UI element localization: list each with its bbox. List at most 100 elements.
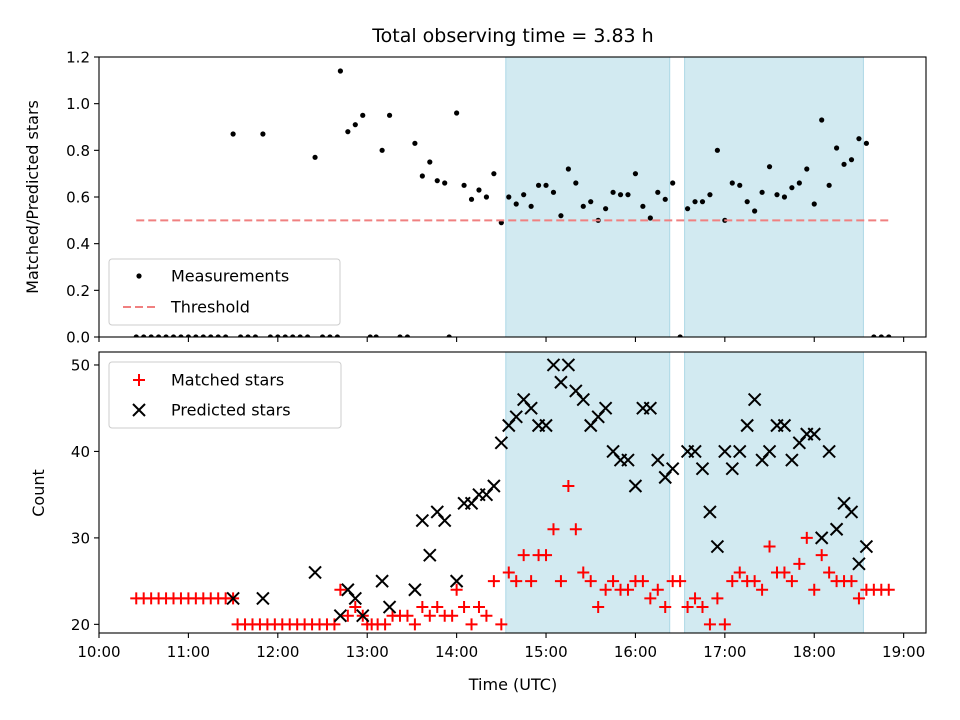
data-point [437, 513, 452, 528]
x-tick-label: 12:00 [256, 643, 299, 661]
data-point [312, 154, 318, 160]
data-point [856, 136, 862, 142]
y-tick-label: 30 [71, 529, 90, 547]
data-point [643, 401, 658, 415]
x-tick-label: 15:00 [524, 643, 567, 661]
data-point [408, 618, 421, 631]
data-point [415, 513, 430, 528]
data-point [446, 334, 452, 337]
data-point [710, 539, 725, 554]
plot-area [130, 352, 895, 633]
data-point [397, 334, 403, 337]
data-point [141, 334, 147, 337]
data-point [670, 180, 676, 186]
data-point [699, 199, 706, 205]
data-point [404, 334, 411, 337]
legend: Matched stars Predicted stars [108, 361, 342, 429]
data-point [819, 117, 825, 123]
data-point [148, 334, 154, 337]
data-point [382, 600, 397, 614]
data-point [811, 201, 817, 207]
data-point [647, 215, 653, 221]
data-point [759, 189, 765, 195]
data-point [419, 173, 425, 179]
data-point [468, 196, 475, 202]
x-tick-label: 16:00 [614, 643, 657, 661]
data-point [703, 505, 717, 519]
data-point [379, 618, 392, 631]
data-point [334, 334, 341, 337]
data-point [844, 505, 859, 519]
data-point [510, 575, 523, 588]
y-tick-label: 0.0 [66, 329, 90, 347]
data-point [494, 436, 509, 450]
data-point [584, 575, 597, 588]
data-point [681, 601, 694, 614]
data-point [256, 591, 270, 606]
data-point [665, 462, 680, 476]
data-point [275, 334, 281, 337]
data-point [703, 618, 716, 631]
data-point [348, 591, 363, 606]
data-point [588, 199, 594, 205]
data-point [297, 334, 303, 337]
x-tick-label: 18:00 [793, 643, 836, 661]
data-point [577, 566, 590, 579]
data-point [763, 540, 776, 553]
data-point [695, 462, 710, 476]
data-point [223, 334, 229, 337]
y-tick-label: 0.6 [66, 189, 90, 207]
data-point [823, 566, 836, 579]
x-axis-label: Time (UTC) [468, 675, 557, 694]
data-point [822, 444, 836, 459]
data-point [327, 334, 333, 337]
observing-window-band [684, 352, 864, 633]
data-point [535, 182, 542, 188]
data-point [156, 334, 162, 337]
data-point [461, 182, 467, 188]
data-point [465, 618, 478, 631]
data-point [829, 522, 844, 536]
data-point [308, 565, 322, 580]
data-point [610, 189, 616, 195]
data-point [476, 187, 482, 193]
x-tick-label: 14:00 [435, 643, 478, 661]
data-point [375, 574, 389, 588]
data-point [305, 334, 311, 337]
data-point [785, 575, 798, 588]
data-point [841, 161, 847, 167]
data-point [185, 334, 192, 337]
data-point [345, 129, 351, 135]
data-point [777, 418, 792, 433]
data-point [848, 157, 855, 163]
data-point [651, 583, 664, 596]
data-point [718, 444, 732, 459]
data-point [132, 403, 146, 417]
data-point [696, 601, 709, 614]
data-point [487, 479, 501, 493]
data-point [804, 166, 810, 172]
data-point [178, 334, 184, 337]
data-point [333, 609, 348, 623]
data-point [245, 334, 251, 337]
x-tick-label: 17:00 [703, 643, 746, 661]
data-point [808, 583, 821, 596]
data-point [373, 334, 379, 337]
data-point [360, 112, 366, 118]
data-point [379, 147, 385, 153]
data-point [651, 453, 665, 467]
data-point [408, 583, 422, 597]
data-point [517, 549, 530, 562]
data-point [367, 334, 373, 337]
data-point [621, 453, 635, 467]
data-point [815, 549, 828, 562]
data-point [662, 196, 668, 202]
data-point [290, 334, 296, 337]
data-point [521, 192, 527, 198]
data-point [454, 110, 460, 116]
data-point [598, 401, 613, 415]
axes-frame [98, 351, 927, 634]
data-point [733, 566, 746, 579]
data-point [252, 334, 259, 337]
data-point [565, 166, 571, 172]
